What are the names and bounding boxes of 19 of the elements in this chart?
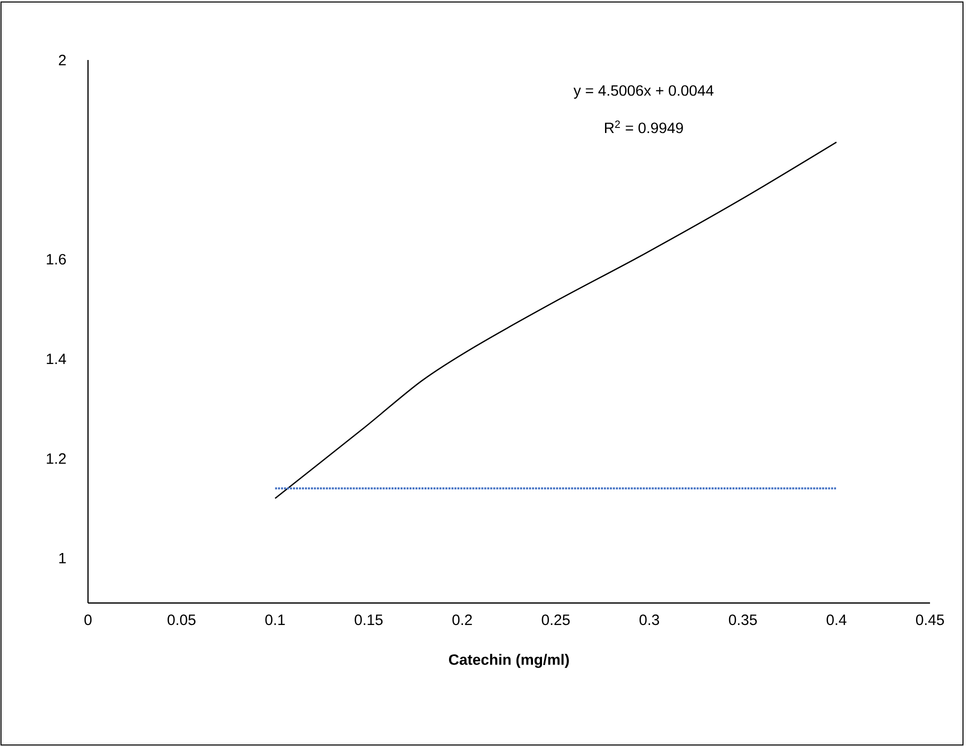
annotation: y = 4.5006x + 0.0044 (574, 85, 714, 99)
x-tick-label: 0.3 (640, 614, 660, 626)
y-tick-label: 1 (59, 553, 66, 564)
x-tick-label: 0.1 (265, 614, 285, 626)
y-tick-label: 2 (58, 54, 66, 66)
x-tick-label: 0.15 (354, 614, 383, 626)
y-tick-label: 1.4 (46, 354, 66, 364)
y-tick-label: 1.6 (46, 254, 66, 265)
x-tick-label: 0.25 (542, 614, 570, 626)
x-tick-label: 0.05 (168, 614, 196, 626)
x-tick-label: 0.35 (728, 614, 757, 626)
x-tick-label: 0.2 (452, 614, 472, 626)
y-tick-label: 1.2 (46, 453, 66, 464)
x-tick-label: 0.45 (916, 614, 944, 626)
x-tick-label: 0.4 (826, 614, 846, 626)
x-axis-title: Catechin (mg/ml) (449, 654, 569, 668)
line-series (274, 142, 838, 500)
x-tick-label: 0 (84, 614, 92, 626)
annotation: R$^{2}$ = 0.9949 (605, 120, 683, 134)
